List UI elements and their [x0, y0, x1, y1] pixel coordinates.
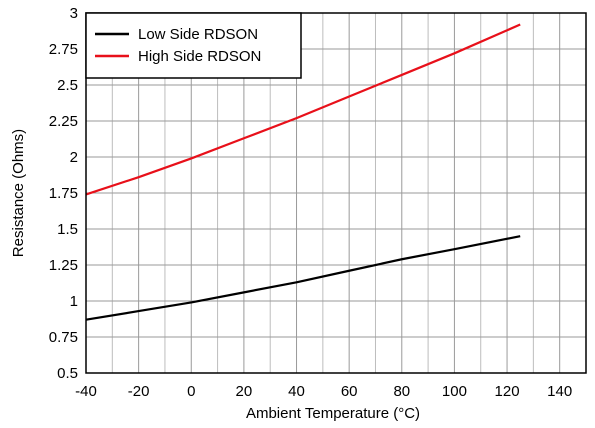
series-line-high-side-rdson	[85, 23, 521, 196]
x-axis-ticks: -40 -20 0 20 40 60 80 100 120 140	[75, 383, 572, 400]
series-line-low-side-rdson	[85, 235, 521, 321]
y-tick-label: 3	[70, 5, 78, 22]
series-layer	[85, 23, 521, 321]
legend-box	[85, 12, 302, 79]
y-tick-label: 2.25	[49, 113, 78, 130]
y-axis-title: Resistance (Ohms)	[10, 129, 27, 257]
x-tick-label: 40	[288, 383, 305, 400]
y-tick-label: 1.75	[49, 185, 78, 202]
y-tick-label: 0.75	[49, 329, 78, 346]
y-tick-label: 2	[70, 149, 78, 166]
x-tick-label: 120	[495, 383, 520, 400]
x-tick-label: 100	[442, 383, 467, 400]
x-tick-label: 60	[341, 383, 358, 400]
x-tick-label: -40	[75, 383, 97, 400]
y-tick-label: 1.5	[57, 221, 78, 238]
x-axis-title: Ambient Temperature (°C)	[246, 405, 420, 422]
y-tick-label: 2.75	[49, 41, 78, 58]
legend-label: High Side RDSON	[138, 48, 261, 65]
y-tick-label: 1.25	[49, 257, 78, 274]
y-tick-label: 0.5	[57, 365, 78, 382]
y-tick-label: 1	[70, 293, 78, 310]
x-tick-label: 20	[236, 383, 253, 400]
legend-label: Low Side RDSON	[138, 26, 258, 43]
x-tick-label: 80	[393, 383, 410, 400]
y-tick-label: 2.5	[57, 77, 78, 94]
plot-frame	[85, 12, 587, 374]
x-tick-label: 0	[187, 383, 195, 400]
x-tick-label: 140	[547, 383, 572, 400]
legend: Low Side RDSON High Side RDSON	[85, 12, 302, 79]
x-tick-label: -20	[128, 383, 150, 400]
y-axis-ticks: 0.5 0.75 1 1.25 1.5 1.75 2 2.25 2.5 2.75 3	[49, 5, 78, 382]
